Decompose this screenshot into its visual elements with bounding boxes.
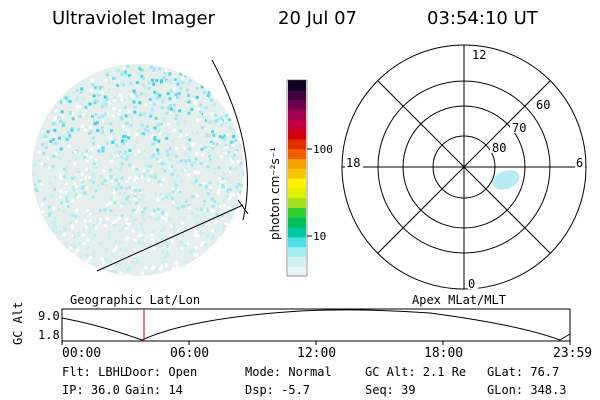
lat-60-label: 60 [536, 98, 550, 112]
altitude-curve [61, 309, 571, 341]
glat-status: GLat: 76.7 [487, 365, 560, 379]
orbit-timeline: 9.0 1.8 GC Alt [11, 302, 571, 345]
alt-tick-9: 9.0 [38, 309, 60, 323]
colorbar-tick-10: 10 [313, 230, 326, 243]
dsp-status: Dsp: -5.7 [245, 383, 311, 397]
mode-status: Mode: Normal [245, 365, 332, 379]
lat-70-label: 70 [512, 121, 526, 135]
uv-image-disk [32, 59, 249, 276]
date-label: 20 Jul 07 [278, 8, 357, 29]
terminator-line [96, 204, 244, 272]
lat-80-label: 80 [492, 141, 506, 155]
time-tick-1800: 18:00 [424, 346, 464, 361]
mlt-6-label: 6 [576, 156, 583, 170]
glon-status: GLon: 348.3 [487, 383, 567, 397]
ip-status: IP: 36.0 [62, 383, 120, 397]
aurora-patch [492, 170, 520, 190]
geo-panel-label: Geographic Lat/Lon [70, 293, 200, 307]
polar-panel-label: Apex MLat/MLT [412, 293, 506, 307]
alt-tick-1.8: 1.8 [38, 328, 60, 342]
time-label: 03:54:10 UT [427, 8, 538, 29]
mlt-0-label: 0 [468, 277, 475, 291]
time-tick-2359: 23:59 [553, 346, 593, 361]
mlt-18-label: 18 [346, 156, 360, 170]
filter-status: Flt: LBHL [62, 365, 128, 379]
limb-line [211, 59, 248, 221]
door-status: Door: Open [125, 365, 198, 379]
seq-status: Seq: 39 [365, 383, 416, 397]
mlt-12-label: 12 [472, 48, 486, 62]
time-tick-0600: 06:00 [170, 346, 210, 361]
polar-plot [341, 44, 587, 290]
colorbar: 100 10 photon cm⁻²s⁻¹ [268, 79, 333, 277]
instrument-title: Ultraviolet Imager [52, 8, 215, 29]
time-tick-1200: 12:00 [297, 346, 337, 361]
timeline-ylabel: GC Alt [11, 302, 25, 345]
colorbar-tick-100: 100 [313, 143, 333, 156]
gain-status: Gain: 14 [125, 383, 183, 397]
time-tick-0000: 00:00 [62, 346, 102, 361]
gc-alt-status: GC Alt: 2.1 Re [365, 365, 467, 379]
colorbar-label: photon cm⁻²s⁻¹ [268, 147, 282, 240]
